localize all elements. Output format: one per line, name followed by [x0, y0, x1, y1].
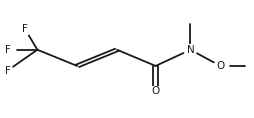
Text: F: F — [5, 45, 10, 55]
Text: F: F — [5, 66, 10, 76]
Text: N: N — [187, 45, 194, 55]
Text: O: O — [216, 61, 225, 71]
Text: O: O — [151, 86, 160, 96]
Text: F: F — [22, 24, 28, 34]
